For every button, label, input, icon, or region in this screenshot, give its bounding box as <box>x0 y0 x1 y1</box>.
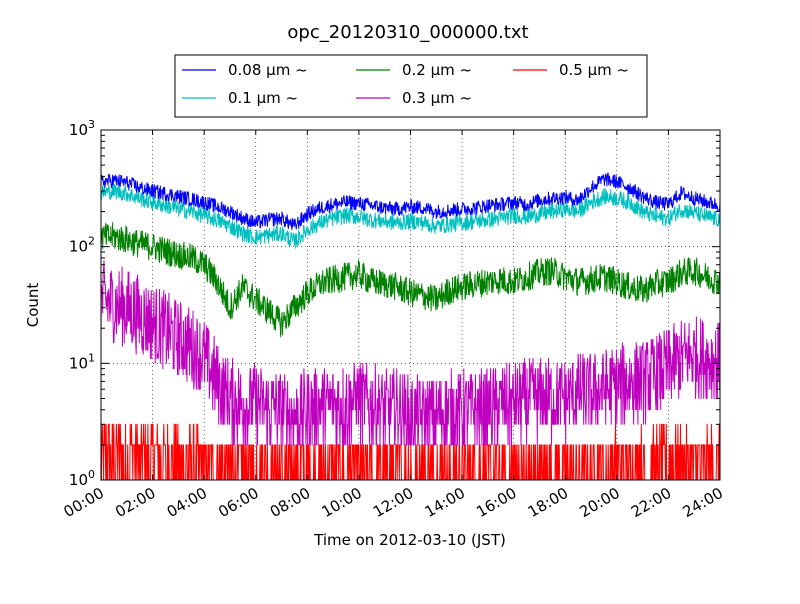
series-line-2 <box>101 222 720 338</box>
series-line-4 <box>101 423 720 480</box>
legend-label: 0.2 μm ~ <box>402 61 472 79</box>
y-tick-label: 100 <box>69 468 95 489</box>
x-axis-label: Time on 2012-03-10 (JST) <box>313 531 506 549</box>
y-tick-label: 102 <box>69 235 95 256</box>
legend-label: 0.5 μm ~ <box>559 61 629 79</box>
y-tick-label: 103 <box>69 118 95 139</box>
series-line-0 <box>101 172 720 231</box>
series-line-3 <box>101 260 720 446</box>
series-layer <box>101 172 720 480</box>
legend-box <box>174 54 648 118</box>
legend-label: 0.3 μm ~ <box>402 89 472 107</box>
y-axis-label: Count <box>24 283 42 328</box>
y-tick-label: 101 <box>69 351 95 372</box>
legend-label: 0.08 μm ~ <box>228 61 308 79</box>
legend: 0.08 μm ~ 0.1 μm ~ 0.2 μm ~ 0.3 μm ~ 0.5 μm … <box>174 54 648 118</box>
legend-label: 0.1 μm ~ <box>228 89 298 107</box>
chart-title: opc_20120310_000000.txt <box>287 22 528 43</box>
